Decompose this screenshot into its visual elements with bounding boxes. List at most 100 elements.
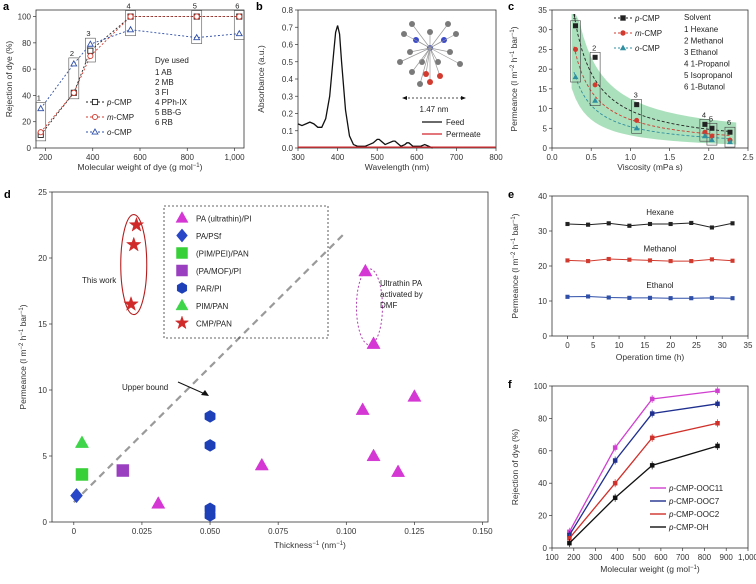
y-axis-e-tick-label: 20 [538, 262, 547, 271]
solvent-item: 2 Methanol [684, 37, 724, 46]
series-line [568, 390, 718, 533]
dye-number: 1 [37, 94, 41, 103]
chart-e: e 0 5 10 15 20 25 30 35 0 10 20 30 40 Operation time (… [508, 189, 753, 362]
data-point [586, 259, 591, 264]
data-point [567, 540, 572, 546]
atom [447, 49, 453, 55]
solvent-box [631, 99, 642, 134]
legend-marker [620, 15, 626, 21]
x-axis-a-tick-label: 600 [133, 153, 147, 162]
dye-legend-item: 3 FI [155, 88, 169, 97]
legend-label: p-CMP-OOC11 [668, 484, 724, 493]
dye-group-box [68, 57, 80, 100]
x-axis-f-tick-label: 700 [676, 553, 690, 562]
data-point [715, 401, 720, 407]
data-point [75, 468, 89, 481]
data-point [730, 221, 735, 226]
y-axis-label-part: ) [509, 26, 519, 29]
data-point [565, 294, 570, 299]
dye-number: 2 [70, 49, 74, 58]
y-axis-d-tick-label: 0 [43, 518, 48, 527]
data-point [730, 258, 735, 263]
x-axis-e-tick-label: 10 [615, 341, 624, 350]
y-axis-a-tick-label: 0 [27, 144, 32, 153]
legend-label-part: -CMP-OOC7 [673, 497, 719, 506]
y-axis-c-tick-label: 35 [538, 6, 547, 15]
y-axis-e-tick-label: 40 [538, 192, 547, 201]
bond [429, 47, 451, 53]
data-point [649, 435, 655, 441]
legend-label-part: p [668, 497, 674, 506]
y-axis-c-tick-label: 25 [538, 45, 547, 54]
panel-f: f 100 200 300 400 500 600 700 800 900 1,000 0 20 40 60… [504, 378, 756, 584]
y-axis-label-part: −1 [511, 237, 517, 245]
data-point [204, 410, 216, 423]
this-work-ellipse [120, 214, 148, 316]
legend-label-part: -CMP [642, 29, 662, 38]
legend-marker [91, 113, 99, 121]
legend-marker [176, 228, 188, 243]
data-point [647, 295, 653, 300]
data-point [193, 33, 201, 41]
confidence-band [571, 13, 737, 145]
data-point [236, 13, 243, 20]
dye-legend-item: 6 RB [155, 118, 173, 127]
legend-label-part: -CMP [639, 44, 659, 53]
y-axis-f-tick-label: 80 [538, 414, 547, 423]
bond [411, 23, 431, 49]
data-point [701, 133, 708, 139]
legend-marker [91, 128, 99, 135]
bond [411, 47, 431, 73]
legend-marker [174, 315, 190, 330]
legend-label-part: o [635, 44, 640, 53]
y-axis-a-tick-label: 60 [22, 65, 31, 74]
y-axis-label-part: bar [18, 314, 28, 329]
x-axis-f-tick-label: 400 [611, 553, 625, 562]
y-axis-c-tick-label: 20 [538, 65, 547, 74]
legend-label-part: m [635, 29, 642, 38]
y-axis-b-tick-label: 0.3 [282, 92, 294, 101]
y-axis-label-part: h [509, 57, 519, 64]
data-point [715, 388, 720, 394]
x-axis-label-part: −1 [193, 163, 201, 169]
plot-frame [51, 191, 489, 523]
data-point [565, 221, 570, 227]
data-point [647, 221, 653, 227]
y-axis-b-tick-label: 0.5 [282, 58, 294, 67]
data-point [612, 445, 618, 450]
atom [441, 37, 447, 43]
solvent-number: 2 [592, 43, 596, 52]
x-axis-label: Thickness−1 (nm−1) [274, 540, 346, 550]
x-axis-b-tick-label: 500 [371, 153, 385, 162]
data-point [128, 216, 145, 232]
legend-label: m-CMP [107, 113, 134, 122]
series-line [40, 29, 240, 109]
y-axis-f-tick-label: 40 [538, 479, 547, 488]
dye-group-box [35, 102, 47, 142]
data-point [709, 136, 715, 143]
x-axis-c-tick-label: 0.0 [546, 153, 558, 162]
legend-label: PA/PSf [196, 232, 222, 241]
atom [409, 21, 415, 27]
data-point [586, 222, 591, 227]
panel-label: e [508, 189, 514, 201]
upper-bound-label: Upper bound [122, 383, 168, 392]
y-axis-label: Rejection of dye (%) [510, 429, 520, 506]
x-axis-label-part: Molecular weight (g mol [600, 564, 690, 574]
y-axis-b-tick-label: 0.2 [282, 110, 294, 119]
y-axis-c-tick-label: 5 [543, 124, 548, 133]
bond [429, 47, 441, 77]
dye-legend-item: 2 MB [155, 78, 174, 87]
y-axis-label: Permeance (l m−2 h−1 bar−1) [509, 26, 519, 131]
x-axis-c-tick-label: 1.0 [625, 153, 637, 162]
data-point [647, 258, 653, 263]
legend-label: p-CMP-OOC7 [668, 497, 720, 506]
legend-marker [175, 211, 189, 223]
data-point [634, 102, 640, 108]
x-axis-b-tick-label: 800 [489, 153, 503, 162]
bond [425, 47, 431, 75]
y-axis-c-tick-label: 15 [538, 85, 547, 94]
data-point [586, 294, 591, 299]
y-axis-f-tick-label: 60 [538, 447, 547, 456]
x-axis-f-tick-label: 800 [698, 553, 712, 562]
